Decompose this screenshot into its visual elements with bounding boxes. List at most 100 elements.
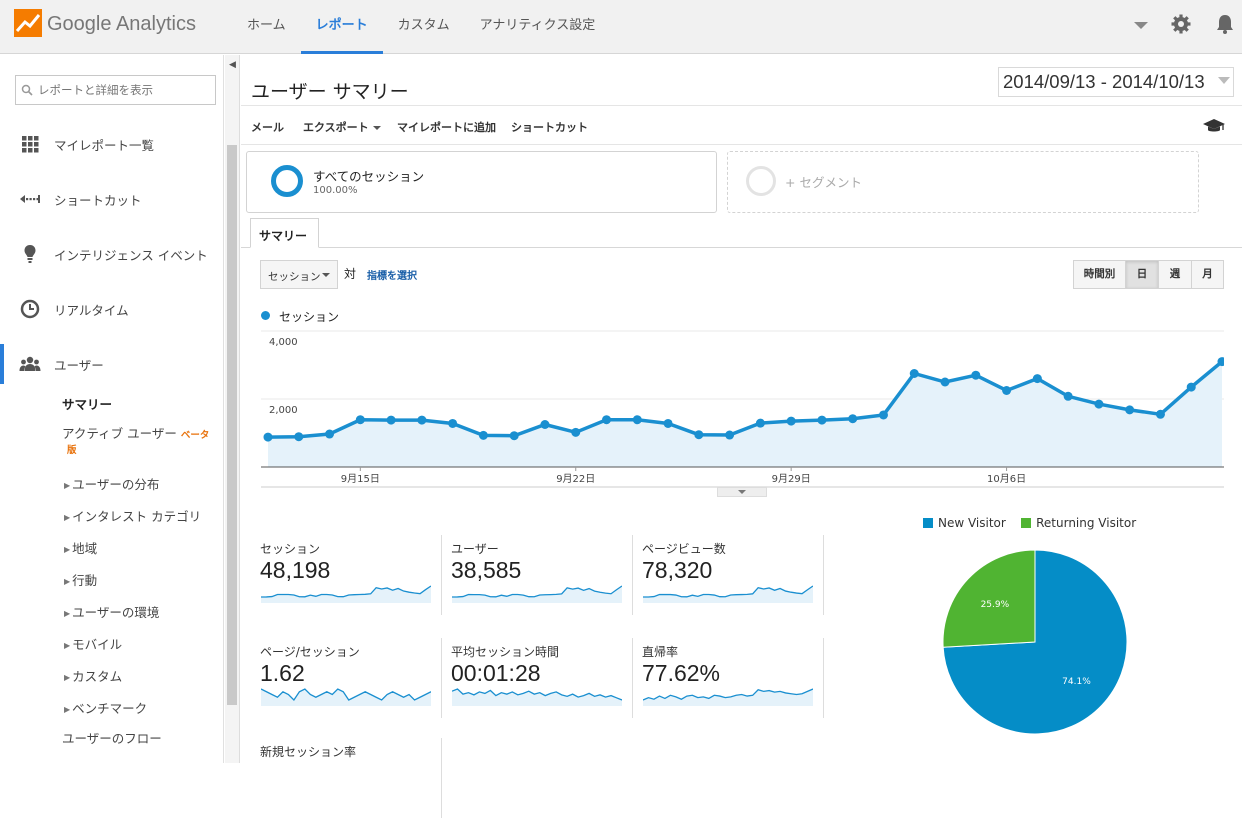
graduation-cap-icon[interactable] <box>1202 117 1226 135</box>
metric-card-pages-per-session[interactable]: ページ/セッション 1.62 <box>260 638 442 718</box>
sidebar-sub-benchmark[interactable]: ▶ ベンチマーク <box>64 701 148 716</box>
metric-card-bounce-rate[interactable]: 直帰率 77.62% <box>642 638 824 718</box>
users-icon <box>19 356 41 371</box>
data-point <box>1125 405 1135 415</box>
sidebar-sub-technology[interactable]: ▶ ユーザーの環境 <box>64 605 160 620</box>
page-title: ユーザー サマリー <box>251 81 409 103</box>
date-range-text: 2014/09/13 - 2014/10/13 <box>1003 71 1205 92</box>
triangle-right-icon: ▶ <box>64 513 71 522</box>
card-divider <box>823 535 824 615</box>
email-button[interactable]: メール <box>251 121 284 134</box>
data-point <box>355 415 365 425</box>
data-point <box>632 415 642 425</box>
sidebar-sub-demographics[interactable]: ▶ ユーザーの分布 <box>64 477 160 492</box>
sidebar-sub-mobile[interactable]: ▶ モバイル <box>64 637 123 652</box>
select-metric-link[interactable]: 指標を選択 <box>367 271 417 282</box>
data-point <box>786 416 796 426</box>
data-point <box>817 415 827 425</box>
collapse-sidebar-icon[interactable]: ◀ <box>229 60 236 70</box>
sidebar-sub-interests[interactable]: ▶ インタレスト カテゴリ <box>64 509 202 524</box>
sparkline <box>261 688 431 706</box>
data-point <box>417 415 427 425</box>
sidebar-sub-active-users[interactable]: アクティブ ユーザー ベータ <box>62 423 209 442</box>
notification-bell-icon[interactable] <box>1214 13 1236 35</box>
granularity-day[interactable]: 日 <box>1125 261 1158 288</box>
legend-new-visitor[interactable]: New Visitor <box>938 516 1006 530</box>
metric-card-avg-session-duration[interactable]: 平均セッション時間 00:01:28 <box>451 638 633 718</box>
sidebar-sub-users-flow[interactable]: ユーザーのフロー <box>62 731 162 746</box>
tab-summary[interactable]: サマリー <box>250 218 319 248</box>
data-point <box>509 431 519 441</box>
sessions-line-chart[interactable]: 4,000 2,000 9月15日 9月22日 9月29日 10月6日 <box>261 327 1224 493</box>
sidebar-scrollbar[interactable] <box>225 55 240 763</box>
sidebar-sub-geo[interactable]: ▶ 地域 <box>64 541 98 556</box>
nav-home[interactable]: ホーム <box>247 18 286 33</box>
logo-text[interactable]: Google Analytics <box>47 13 196 35</box>
visitor-type-pie-chart[interactable]: 74.1% 25.9% <box>941 548 1141 748</box>
grid-icon <box>22 136 39 153</box>
metric-card-sessions[interactable]: セッション 48,198 <box>260 535 442 615</box>
export-button[interactable]: エクスポート <box>303 119 381 135</box>
metric-card-pageviews[interactable]: ページビュー数 78,320 <box>642 535 824 615</box>
sparkline-area <box>643 586 813 603</box>
nav-admin[interactable]: アナリティクス設定 <box>479 18 596 33</box>
sparkline-line <box>261 688 431 702</box>
report-toolbar: メール エクスポート マイレポートに追加 ショートカット <box>241 105 1242 145</box>
main-content: ユーザー サマリー 2014/09/13 - 2014/10/13 メール エク… <box>241 55 1242 818</box>
chart-legend-label: セッション <box>279 310 340 324</box>
data-point <box>725 430 735 440</box>
legend-returning-visitor[interactable]: Returning Visitor <box>1036 516 1137 530</box>
gear-icon[interactable] <box>1170 13 1192 35</box>
scroll-thumb[interactable] <box>227 145 237 705</box>
chart-resize-handle[interactable] <box>717 487 767 497</box>
sidebar-sub-behavior[interactable]: ▶ 行動 <box>64 573 98 588</box>
nav-custom[interactable]: カスタム <box>397 18 450 33</box>
card-divider <box>823 638 824 718</box>
report-search-input[interactable] <box>15 75 216 105</box>
sparkline <box>452 585 622 603</box>
date-range-picker[interactable]: 2014/09/13 - 2014/10/13 <box>998 67 1234 97</box>
metric-label: ユーザー <box>451 542 499 556</box>
data-point <box>478 430 488 440</box>
metric-card-users[interactable]: ユーザー 38,585 <box>451 535 633 615</box>
shortcut-icon <box>20 195 40 203</box>
granularity-hourly[interactable]: 時間別 <box>1083 268 1116 280</box>
shortcut-button[interactable]: ショートカット <box>511 121 588 134</box>
add-segment-button[interactable]: + セグメント <box>727 151 1199 213</box>
analytics-logo-icon[interactable] <box>14 9 42 37</box>
card-divider <box>632 638 633 718</box>
sidebar-item-audience[interactable]: ユーザー <box>0 344 224 384</box>
sparkline-area <box>261 586 431 603</box>
granularity-week[interactable]: 週 <box>1158 261 1191 288</box>
data-point <box>940 377 950 387</box>
segment-all-sessions[interactable]: すべてのセッション 100.00% <box>246 151 717 213</box>
account-dropdown-icon[interactable] <box>1130 13 1152 35</box>
legend-swatch-returning <box>1021 518 1032 528</box>
nav-reports[interactable]: レポート <box>300 0 383 54</box>
segment-percent: 100.00% <box>313 185 358 196</box>
add-to-dashboard-button[interactable]: マイレポートに追加 <box>397 121 496 134</box>
data-point <box>294 432 304 442</box>
sidebar-item-intelligence-events[interactable]: インテリジェンス イベント <box>0 234 224 274</box>
sidebar-item-realtime[interactable]: リアルタイム <box>0 289 224 329</box>
data-point <box>848 414 858 424</box>
metric-label: 新規セッション率 <box>260 745 357 759</box>
add-segment-label: + セグメント <box>785 175 862 190</box>
data-point <box>755 418 765 428</box>
sidebar-item-dashboards[interactable]: マイレポート一覧 <box>0 124 224 164</box>
data-point <box>263 432 273 442</box>
sparkline-line <box>452 688 622 701</box>
card-divider <box>441 738 442 818</box>
series-area <box>268 361 1222 467</box>
triangle-right-icon: ▶ <box>64 609 71 618</box>
sidebar-item-shortcuts[interactable]: ショートカット <box>0 179 224 219</box>
metric-card-new-session-rate[interactable]: 新規セッション率 <box>260 738 442 818</box>
y-tick-label: 4,000 <box>269 337 298 348</box>
sidebar-sub-summary[interactable]: サマリー <box>62 397 113 412</box>
sparkline-area <box>452 689 622 706</box>
sidebar-sub-custom[interactable]: ▶ カスタム <box>64 669 123 684</box>
metric-select[interactable]: セッション <box>260 260 338 289</box>
top-bar: Google Analytics ホーム レポート カスタム アナリティクス設定 <box>0 0 1242 54</box>
granularity-month[interactable]: 月 <box>1191 261 1223 288</box>
triangle-right-icon: ▶ <box>64 641 71 650</box>
